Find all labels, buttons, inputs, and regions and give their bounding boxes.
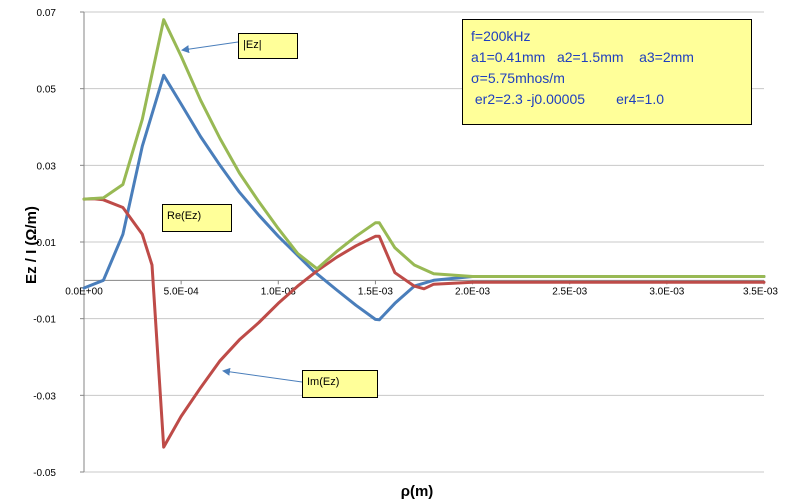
annotation-arrows [181,41,303,383]
parameters-box: f=200kHz a1=0.41mm a2=1.5mm a3=2mm σ=5.7… [462,19,752,125]
re-ez-line [82,73,766,322]
y-tick-label-5: -0.03 [33,391,56,402]
x-tick-label-2: 1.0E-03 [261,286,296,297]
x-axis-title: ρ(m) [401,483,434,500]
abs-ez-arrow [181,41,239,54]
y-tick-label-0: 0.07 [37,8,57,19]
info-line-frequency: f=200kHz [471,28,531,44]
abs-ez-label: |Ez| [238,33,298,59]
info-line-conductivity: σ=5.75mhos/m [471,70,565,86]
y-tick-label-4: -0.01 [33,315,56,326]
re-ez-label: Re(Ez) [162,204,232,232]
x-tick-label-3: 1.5E-03 [358,286,393,297]
grid-lines [84,11,764,473]
x-tick-label-1: 5.0E-04 [164,286,199,297]
y-tick-labels: 0.07 0.05 0.03 0.01 -0.01 -0.03 -0.05 [33,8,84,479]
x-tick-label-4: 2.0E-03 [455,286,490,297]
y-tick-label-1: 0.05 [37,85,57,96]
im-ez-arrow [222,367,303,383]
series-lines [82,18,766,449]
y-tick-label-6: -0.05 [33,468,56,479]
x-tick-label-5: 2.5E-03 [552,286,587,297]
y-tick-label-2: 0.03 [37,161,57,172]
x-tick-label-6: 3.0E-03 [649,286,684,297]
x-tick-labels: 0.0E+00 5.0E-04 1.0E-03 1.5E-03 2.0E-03 2.5E-… [65,280,778,297]
y-axis-title: Ez / I (Ω/m) [23,206,40,284]
im-ez-label: Im(Ez) [302,370,378,398]
info-line-permittivity: er2=2.3 -j0.00005 er4=1.0 [471,91,665,107]
x-tick-label-0: 0.0E+00 [65,286,103,297]
x-tick-label-7: 3.5E-03 [743,286,778,297]
y-tick-label-3: 0.01 [37,238,57,249]
abs-ez-line [82,18,766,278]
info-line-radii: a1=0.41mm a2=1.5mm a3=2mm [471,49,694,65]
im-ez-line [82,197,766,449]
